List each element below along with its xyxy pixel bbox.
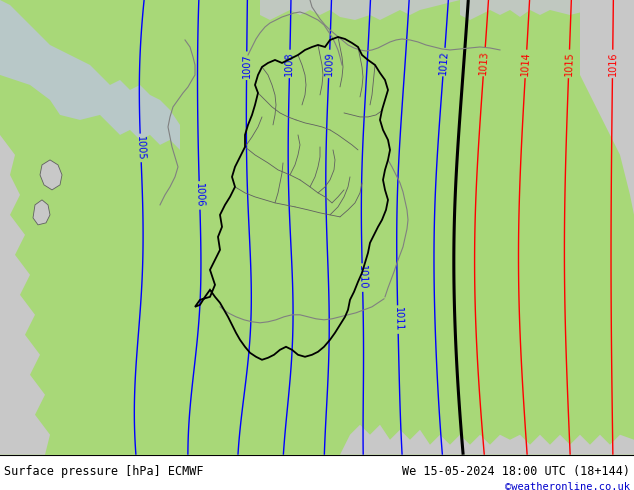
Text: We 15-05-2024 18:00 UTC (18+144): We 15-05-2024 18:00 UTC (18+144) — [402, 465, 630, 478]
Polygon shape — [340, 425, 634, 455]
Text: 1009: 1009 — [324, 51, 335, 76]
Polygon shape — [0, 0, 180, 150]
Text: 1008: 1008 — [285, 51, 295, 76]
Text: Surface pressure [hPa] ECMWF: Surface pressure [hPa] ECMWF — [4, 465, 204, 478]
Polygon shape — [260, 0, 460, 20]
Polygon shape — [40, 160, 62, 190]
Text: 1015: 1015 — [564, 51, 574, 76]
Text: ©weatheronline.co.uk: ©weatheronline.co.uk — [505, 482, 630, 490]
Polygon shape — [0, 0, 50, 455]
Polygon shape — [33, 200, 50, 225]
Text: 1012: 1012 — [438, 49, 450, 75]
Text: 1006: 1006 — [194, 183, 205, 208]
Text: 1007: 1007 — [242, 53, 252, 78]
Text: 1010: 1010 — [357, 265, 368, 290]
Text: 1016: 1016 — [607, 51, 618, 76]
Text: 1011: 1011 — [392, 307, 403, 332]
Polygon shape — [580, 0, 634, 215]
Text: 1005: 1005 — [135, 135, 146, 160]
Text: 1014: 1014 — [521, 51, 532, 76]
Polygon shape — [460, 0, 634, 20]
Text: 1013: 1013 — [479, 49, 490, 74]
